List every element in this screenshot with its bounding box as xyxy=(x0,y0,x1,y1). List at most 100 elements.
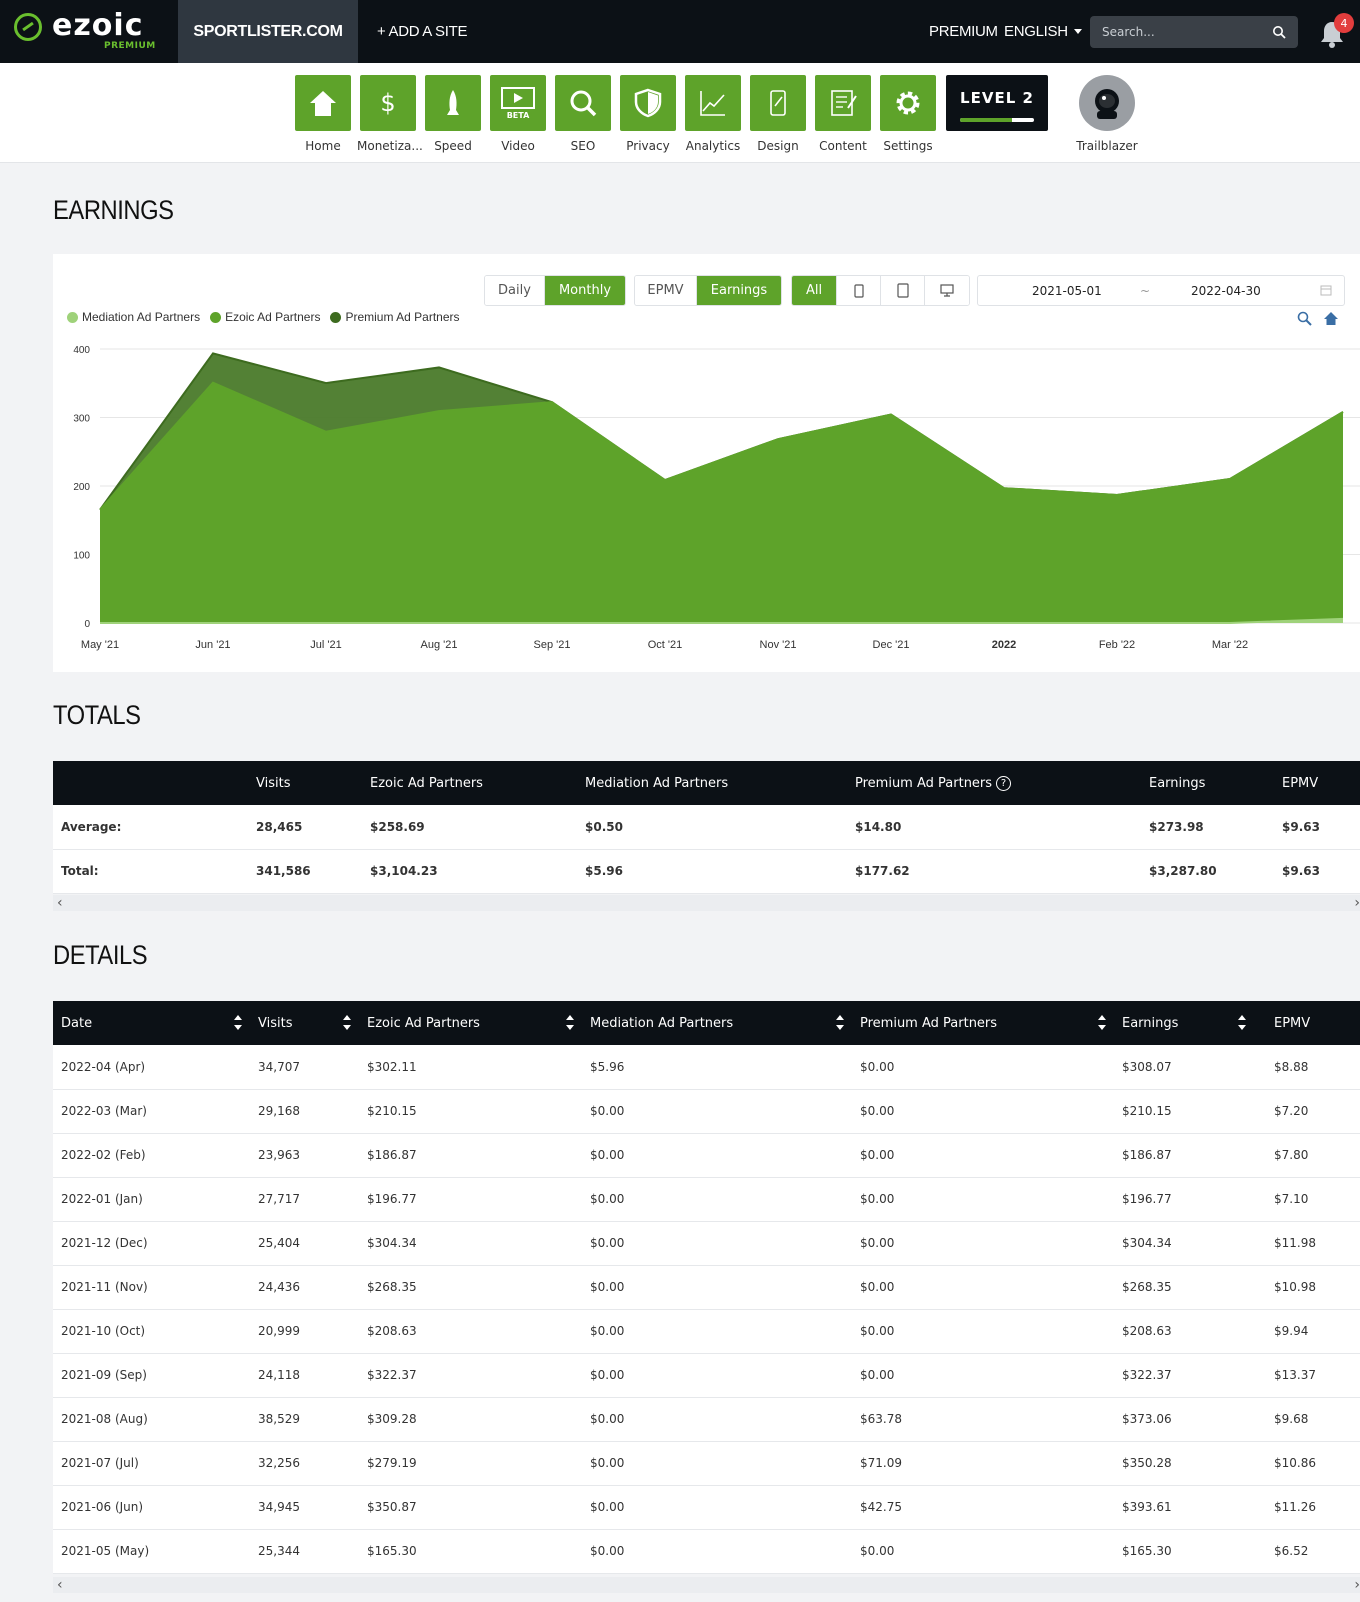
totals-header-row: Visits Ezoic Ad Partners Mediation Ad Pa… xyxy=(53,761,1360,805)
daily-button[interactable]: Daily xyxy=(485,276,545,305)
design-button[interactable] xyxy=(750,75,806,131)
calendar-icon[interactable] xyxy=(1320,284,1332,296)
analytics-button[interactable] xyxy=(685,75,741,131)
tablet-button[interactable] xyxy=(881,276,925,305)
privacy-button[interactable] xyxy=(620,75,676,131)
toolbar-settings[interactable]: Settings xyxy=(877,75,939,153)
design-icon xyxy=(770,90,786,116)
premium-link[interactable]: PREMIUM xyxy=(929,23,998,40)
tool-label: Monetiza... xyxy=(357,139,423,153)
table-cell: $6.52 xyxy=(1254,1529,1360,1574)
sort-header-epmv[interactable]: EPMV xyxy=(1254,1001,1360,1045)
table-cell: $273.98 xyxy=(1141,805,1274,850)
table-row: 2022-04 (Apr) 34,707 $302.11 $5.96 $0.00 $308… xyxy=(53,1045,1360,1090)
settings-button[interactable] xyxy=(880,75,936,131)
earnings-chart-card: Daily Monthly EPMV Earnings All 2021-05-… xyxy=(53,254,1360,672)
search-input[interactable] xyxy=(1090,16,1260,48)
trailblazer-profile[interactable]: Trailblazer xyxy=(1057,75,1157,153)
legend-ezoic[interactable]: Ezoic Ad Partners xyxy=(210,310,320,324)
sort-header-earnings[interactable]: Earnings xyxy=(1114,1001,1254,1045)
epmv-button[interactable]: EPMV xyxy=(635,276,697,305)
table-cell: $9.94 xyxy=(1254,1309,1360,1354)
details-table: Date Visits Ezoic Ad Partners Mediation … xyxy=(53,1001,1360,1574)
speed-button[interactable] xyxy=(425,75,481,131)
sort-icon[interactable] xyxy=(343,1015,351,1031)
toolbar-seo[interactable]: SEO xyxy=(552,75,614,153)
sort-icon[interactable] xyxy=(566,1015,574,1031)
zoom-icon[interactable] xyxy=(1297,311,1312,326)
totals-header: EPMV xyxy=(1282,775,1319,791)
header-label: EPMV xyxy=(1274,1015,1311,1031)
monthly-button[interactable]: Monthly xyxy=(545,276,625,305)
x-tick-label: 2022 xyxy=(992,639,1016,651)
level-badge[interactable]: LEVEL 2 xyxy=(946,75,1048,131)
svg-text:$: $ xyxy=(380,89,395,117)
totals-title: TOTALS xyxy=(53,700,141,730)
table-cell: 2021-11 (Nov) xyxy=(53,1265,250,1310)
toolbar-analytics[interactable]: Analytics xyxy=(682,75,744,153)
toolbar-privacy[interactable]: Privacy xyxy=(617,75,679,153)
table-cell: 2022-01 (Jan) xyxy=(53,1177,250,1222)
toolbar-home[interactable]: Home xyxy=(292,75,354,153)
tool-label: Analytics xyxy=(685,139,741,153)
table-cell: $279.19 xyxy=(359,1441,582,1486)
level-label: LEVEL 2 xyxy=(960,89,1034,107)
site-selector-tab[interactable]: SPORTLISTER.COM xyxy=(178,0,358,63)
language-dropdown[interactable]: ENGLISH xyxy=(1004,0,1082,63)
scroll-left-icon[interactable]: ‹ xyxy=(57,1577,63,1593)
tool-label: Privacy xyxy=(626,139,670,153)
table-cell: $186.87 xyxy=(1114,1133,1254,1178)
reset-zoom-home-icon[interactable] xyxy=(1323,311,1339,326)
toolbar-content[interactable]: Content xyxy=(812,75,874,153)
search-box[interactable] xyxy=(1090,16,1298,48)
details-horizontal-scrollbar[interactable]: ‹ › xyxy=(53,1577,1360,1593)
desktop-button[interactable] xyxy=(925,276,969,305)
seo-button[interactable] xyxy=(555,75,611,131)
legend-mediation[interactable]: Mediation Ad Partners xyxy=(67,310,200,324)
legend-premium[interactable]: Premium Ad Partners xyxy=(330,310,460,324)
sort-header-mediation[interactable]: Mediation Ad Partners xyxy=(582,1001,852,1045)
content-button[interactable] xyxy=(815,75,871,131)
add-site-link[interactable]: + ADD A SITE xyxy=(377,23,468,40)
monetization-button[interactable]: $ xyxy=(360,75,416,131)
table-cell: $0.00 xyxy=(582,1133,852,1178)
table-row: 2021-12 (Dec) 25,404 $304.34 $0.00 $0.00 $304… xyxy=(53,1221,1360,1266)
sort-header-ezoic[interactable]: Ezoic Ad Partners xyxy=(359,1001,582,1045)
sort-icon[interactable] xyxy=(836,1015,844,1031)
video-button[interactable]: BETA xyxy=(490,75,546,131)
toolbar-design[interactable]: Design xyxy=(747,75,809,153)
help-icon[interactable]: ? xyxy=(996,775,1012,791)
earnings-button[interactable]: Earnings xyxy=(697,276,781,305)
date-range-picker[interactable]: 2021-05-01 ~ 2022-04-30 xyxy=(977,275,1345,306)
sort-icon[interactable] xyxy=(1238,1015,1246,1031)
sort-header-visits[interactable]: Visits xyxy=(250,1001,359,1045)
sort-header-premium[interactable]: Premium Ad Partners xyxy=(852,1001,1114,1045)
sort-icon[interactable] xyxy=(234,1015,242,1031)
totals-header: Visits xyxy=(256,775,291,791)
header-label: Mediation Ad Partners xyxy=(590,1015,734,1031)
home-button[interactable] xyxy=(295,75,351,131)
table-cell: $165.30 xyxy=(1114,1529,1254,1574)
sort-icon[interactable] xyxy=(1098,1015,1106,1031)
table-cell: $196.77 xyxy=(359,1177,582,1222)
y-tick-label: 400 xyxy=(73,345,90,356)
metric-toggle: EPMV Earnings xyxy=(634,275,782,306)
search-icon[interactable] xyxy=(1272,25,1286,39)
scroll-right-icon[interactable]: › xyxy=(1354,895,1360,911)
toolbar-speed[interactable]: Speed xyxy=(422,75,484,153)
earnings-area-chart: 0 100 200 300 400 May '21 Jun '21 Jul '21 Aug '2… xyxy=(73,345,1360,651)
device-all-button[interactable]: All xyxy=(792,276,837,305)
toolbar-monetization[interactable]: $ Monetiza... xyxy=(357,75,423,153)
ezoic-logo[interactable]: ezoic PREMIUM xyxy=(14,10,164,54)
totals-horizontal-scrollbar[interactable]: ‹ › xyxy=(53,895,1360,911)
scroll-right-icon[interactable]: › xyxy=(1354,1577,1360,1593)
table-cell: 20,999 xyxy=(250,1309,359,1354)
header-label: Ezoic Ad Partners xyxy=(367,1015,480,1031)
toolbar-video[interactable]: BETA Video xyxy=(487,75,549,153)
mobile-button[interactable] xyxy=(837,276,881,305)
x-tick-label: Feb '22 xyxy=(1099,639,1135,651)
sort-header-date[interactable]: Date xyxy=(53,1001,250,1045)
tool-label: Speed xyxy=(434,139,472,153)
table-cell: 27,717 xyxy=(250,1177,359,1222)
scroll-left-icon[interactable]: ‹ xyxy=(57,895,63,911)
